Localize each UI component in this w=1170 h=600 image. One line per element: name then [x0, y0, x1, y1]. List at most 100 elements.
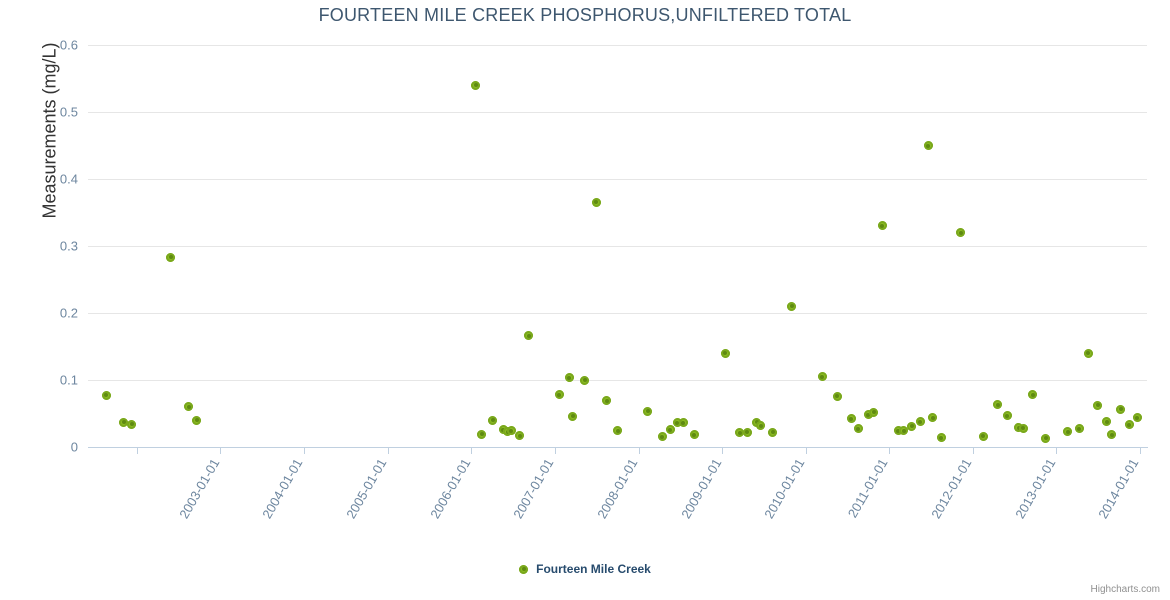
x-axis-tick [638, 448, 640, 454]
y-axis-tick-label: 0.5 [59, 104, 78, 120]
data-point[interactable] [1041, 433, 1051, 443]
data-point[interactable] [787, 301, 797, 311]
data-point[interactable] [101, 390, 111, 400]
data-point[interactable] [564, 373, 574, 383]
data-point[interactable] [689, 430, 699, 440]
data-point[interactable] [1132, 413, 1142, 423]
data-point[interactable] [643, 406, 653, 416]
data-point[interactable] [1093, 400, 1103, 410]
data-point[interactable] [515, 431, 525, 441]
data-point[interactable] [127, 419, 137, 429]
data-point[interactable] [869, 407, 879, 417]
data-point[interactable] [488, 415, 498, 425]
y-axis-tick-label: 0.4 [59, 171, 78, 187]
legend-item-fourteen-mile-creek[interactable]: Fourteen Mile Creek [519, 562, 651, 576]
data-point[interactable] [1014, 423, 1024, 433]
data-point[interactable] [591, 197, 601, 207]
x-axis-tick-label: 2005-01-01 [343, 456, 390, 522]
x-axis-tick [136, 448, 138, 454]
x-axis-tick [304, 448, 306, 454]
x-axis-tick [1056, 448, 1058, 454]
x-axis-tick [554, 448, 556, 454]
data-point[interactable] [1074, 424, 1084, 434]
y-axis-tick-label: 0.6 [59, 37, 78, 53]
data-point[interactable] [1028, 390, 1038, 400]
data-point[interactable] [580, 375, 590, 385]
gridline [88, 246, 1147, 247]
x-axis-tick-label: 2014-01-01 [1095, 456, 1142, 522]
data-point[interactable] [877, 221, 887, 231]
data-point[interactable] [742, 427, 752, 437]
data-point[interactable] [768, 427, 778, 437]
data-point[interactable] [498, 425, 508, 435]
data-point[interactable] [471, 80, 481, 90]
data-point[interactable] [853, 424, 863, 434]
x-axis-tick-label: 2006-01-01 [427, 456, 474, 522]
data-point[interactable] [568, 411, 578, 421]
data-point[interactable] [184, 402, 194, 412]
data-point[interactable] [119, 417, 129, 427]
x-axis-tick [220, 448, 222, 454]
data-point[interactable] [554, 390, 564, 400]
data-point[interactable] [817, 372, 827, 382]
data-point[interactable] [756, 421, 766, 431]
gridline [88, 45, 1147, 46]
data-point[interactable] [672, 418, 682, 428]
data-point[interactable] [720, 348, 730, 358]
x-axis-tick [387, 448, 389, 454]
data-point[interactable] [665, 425, 675, 435]
data-point[interactable] [477, 429, 487, 439]
data-point[interactable] [1063, 427, 1073, 437]
data-point[interactable] [893, 426, 903, 436]
data-point[interactable] [1018, 423, 1028, 433]
data-point[interactable] [923, 141, 933, 150]
legend-item-label: Fourteen Mile Creek [536, 562, 651, 576]
x-axis-tick [1139, 448, 1141, 454]
x-axis-tick [471, 448, 473, 454]
legend-marker-icon [519, 564, 529, 574]
data-point[interactable] [863, 410, 873, 420]
credits-link[interactable]: Highcharts.com [1090, 584, 1160, 595]
data-point[interactable] [928, 413, 938, 423]
x-axis-tick [722, 448, 724, 454]
x-axis-tick-label: 2003-01-01 [176, 456, 223, 522]
data-point[interactable] [1083, 348, 1093, 358]
y-axis-tick-label: 0 [70, 439, 78, 455]
data-point[interactable] [993, 400, 1003, 410]
y-axis-tick-label: 0.1 [59, 372, 78, 388]
data-point[interactable] [1102, 417, 1112, 427]
x-axis-tick-label: 2010-01-01 [761, 456, 808, 522]
x-axis-line [88, 447, 1148, 448]
gridline [88, 380, 1147, 381]
data-point[interactable] [936, 433, 946, 443]
data-point[interactable] [915, 417, 925, 427]
gridline [88, 313, 1147, 314]
data-point[interactable] [678, 418, 688, 428]
data-point[interactable] [657, 432, 667, 442]
data-point[interactable] [907, 421, 917, 431]
data-point[interactable] [166, 252, 176, 262]
data-point[interactable] [899, 426, 909, 436]
plot-area [88, 45, 1147, 448]
data-point[interactable] [602, 396, 612, 406]
data-point[interactable] [832, 391, 842, 401]
x-axis-tick-label: 2013-01-01 [1012, 456, 1059, 522]
data-point[interactable] [1124, 420, 1134, 430]
y-axis-tick-label: 0.2 [59, 305, 78, 321]
data-point[interactable] [192, 415, 202, 425]
data-point[interactable] [735, 428, 745, 438]
data-point[interactable] [524, 331, 534, 341]
data-point[interactable] [1107, 430, 1117, 440]
data-point[interactable] [1002, 411, 1012, 420]
chart-legend: Fourteen Mile Creek [0, 562, 1170, 577]
data-point[interactable] [978, 431, 988, 441]
chart-title: FOURTEEN MILE CREEK PHOSPHORUS,UNFILTERE… [318, 5, 852, 25]
data-point[interactable] [613, 426, 622, 436]
data-point[interactable] [956, 228, 966, 238]
data-point[interactable] [846, 414, 856, 424]
gridline [88, 179, 1147, 180]
data-point[interactable] [1116, 404, 1126, 414]
data-point[interactable] [506, 426, 516, 436]
x-axis-labels: 2003-01-01 2004-01-01 2005-01-01 2006-01-01… [0, 456, 1170, 556]
